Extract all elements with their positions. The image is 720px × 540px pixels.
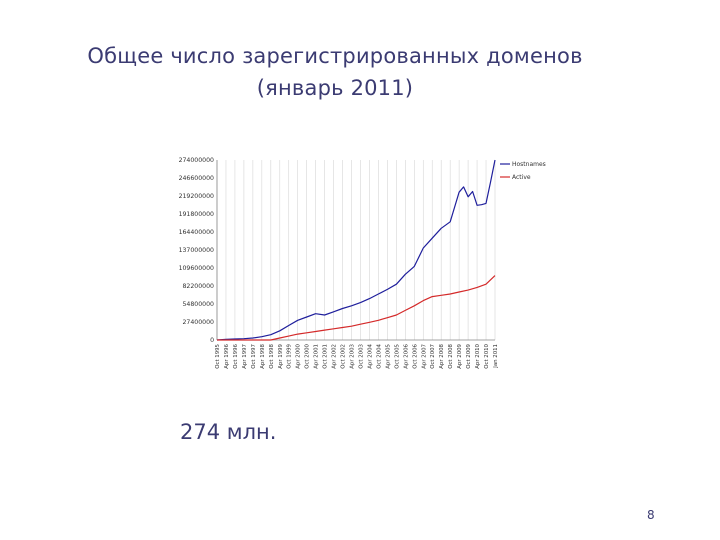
- x-tick-label: Apr 2000: [296, 343, 302, 368]
- x-tick-label: Oct 2006: [412, 343, 418, 368]
- x-tick-label: Oct 2001: [323, 344, 329, 369]
- x-tick-label: Apr 2001: [314, 344, 320, 369]
- x-tick-label: Oct 2010: [484, 343, 490, 368]
- x-tick-label: Apr 1996: [224, 343, 230, 368]
- x-tick-label: Apr 2009: [457, 343, 463, 368]
- y-tick-label: 164400000: [179, 229, 214, 236]
- legend-label: Hostnames: [512, 161, 546, 168]
- x-tick-label: Oct 1997: [251, 344, 257, 369]
- x-tick-label: Apr 2003: [350, 344, 356, 369]
- x-tick-label: Oct 2008: [448, 343, 454, 368]
- y-tick-label: 137000000: [179, 247, 214, 254]
- x-tick-label: Apr 2002: [332, 344, 338, 369]
- slide-title: Общее число зарегистрированных доменов (…: [0, 40, 670, 104]
- y-tick-label: 246600000: [179, 175, 214, 182]
- legend-label: Active: [512, 174, 531, 181]
- x-tick-label: Apr 2007: [421, 344, 427, 369]
- series-line-hostnames: [216, 159, 496, 341]
- y-tick-label: 274000000: [179, 157, 214, 164]
- x-tick-label: Oct 1995: [215, 344, 221, 369]
- x-tick-label: Apr 2005: [385, 344, 391, 369]
- x-tick-label: Oct 1998: [269, 343, 275, 368]
- title-line-1: Общее число зарегистрированных доменов: [87, 44, 583, 68]
- x-tick-label: Oct 2004: [376, 343, 382, 368]
- y-tick-label: 109600000: [179, 265, 214, 272]
- x-tick-label: Oct 2007: [430, 344, 436, 369]
- title-line-2: (январь 2011): [256, 76, 414, 100]
- x-tick-label: Apr 1998: [260, 343, 266, 368]
- series-line-active: [217, 275, 496, 341]
- total-caption: 274 млн.: [180, 420, 277, 444]
- y-tick-label: 219200000: [179, 193, 214, 200]
- x-tick-label: Oct 2000: [305, 343, 311, 368]
- x-tick-label: Apr 2010: [475, 343, 481, 368]
- y-tick-label: 82200000: [183, 283, 215, 290]
- x-tick-label: Oct 2003: [358, 344, 364, 369]
- x-tick-label: Apr 2008: [439, 343, 445, 368]
- y-tick-label: 54800000: [183, 301, 215, 308]
- x-tick-label: Apr 2006: [403, 343, 409, 368]
- x-tick-label: Oct 2002: [341, 344, 347, 369]
- x-tick-label: Oct 1996: [233, 343, 239, 368]
- x-tick-label: Jan 2011: [493, 344, 499, 369]
- x-tick-label: Oct 2009: [466, 343, 472, 368]
- y-tick-label: 191800000: [179, 211, 214, 218]
- x-tick-label: Apr 1997: [242, 344, 248, 369]
- x-tick-label: Oct 1999: [287, 343, 293, 368]
- x-tick-label: Apr 1999: [278, 343, 284, 368]
- domains-line-chart: Oct 1995 Apr 1996 Oct 1996 Apr 1997 Oct 1997…: [179, 157, 546, 369]
- x-tick-label: Oct 2005: [394, 344, 400, 369]
- y-tick-label: 27400000: [183, 319, 215, 326]
- y-tick-label: 0: [210, 337, 214, 344]
- page-number: 8: [647, 508, 655, 522]
- x-tick-label: Apr 2004: [367, 343, 373, 368]
